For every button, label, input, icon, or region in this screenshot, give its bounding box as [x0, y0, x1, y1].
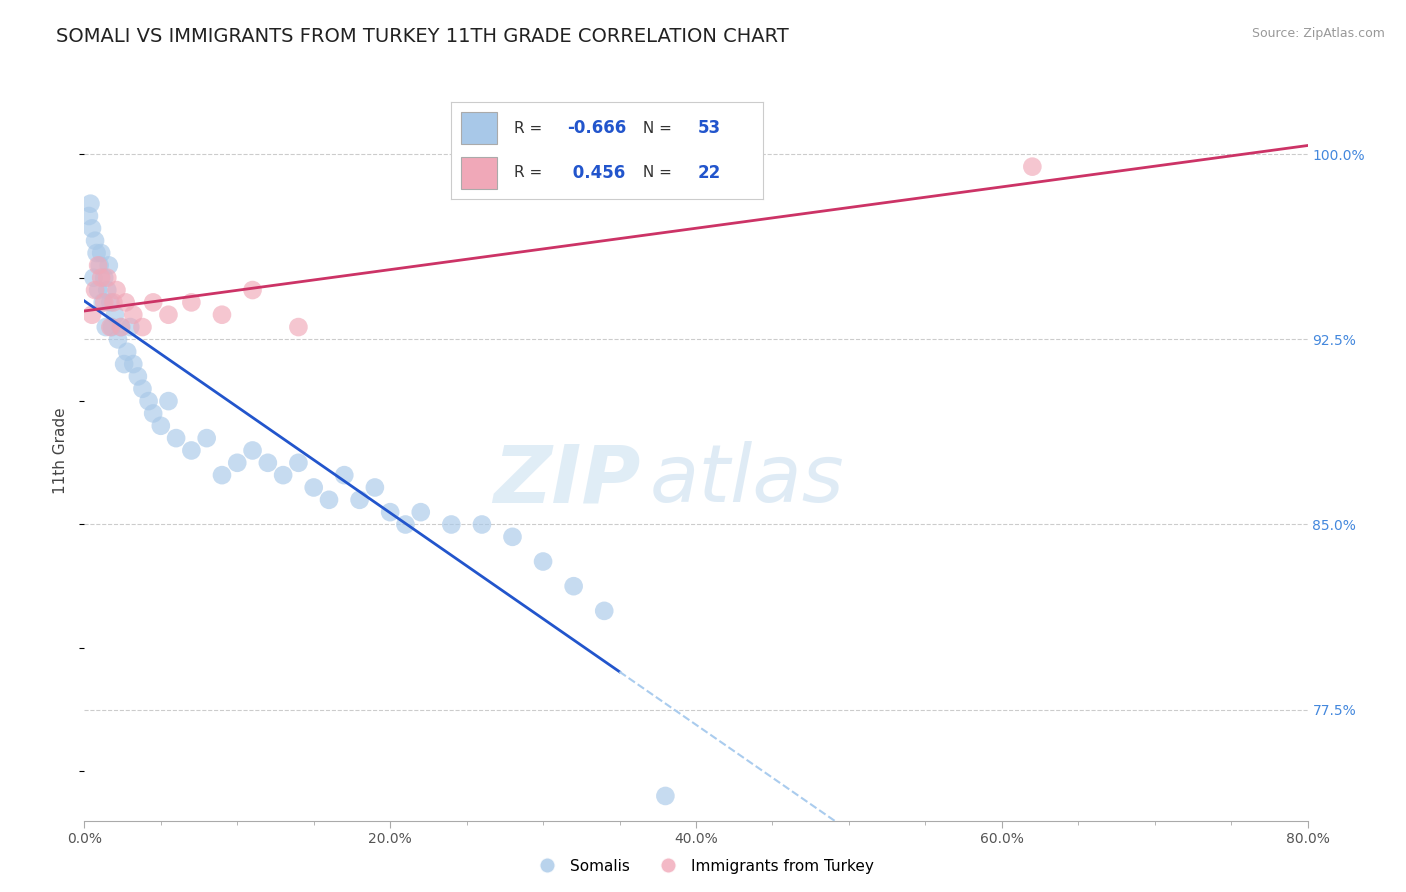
- Point: [157, 308, 180, 322]
- Point: [349, 492, 371, 507]
- Point: [120, 320, 142, 334]
- Point: [409, 505, 432, 519]
- Point: [287, 456, 309, 470]
- Point: [122, 308, 145, 322]
- Point: [94, 320, 117, 334]
- Point: [89, 258, 111, 272]
- Point: [180, 295, 202, 310]
- Point: [364, 480, 387, 494]
- Point: [115, 344, 138, 359]
- Point: [593, 604, 616, 618]
- Point: [97, 258, 120, 272]
- Point: [211, 308, 233, 322]
- Point: [87, 283, 110, 297]
- Point: [149, 418, 172, 433]
- Point: [86, 246, 108, 260]
- Point: [380, 505, 402, 519]
- Point: [84, 283, 107, 297]
- Point: [90, 246, 112, 260]
- Point: [91, 295, 114, 310]
- Point: [110, 320, 132, 334]
- Point: [107, 332, 129, 346]
- Point: [77, 209, 100, 223]
- Text: ZIP: ZIP: [494, 441, 641, 519]
- Point: [562, 579, 585, 593]
- Point: [96, 270, 118, 285]
- Point: [93, 270, 115, 285]
- Point: [318, 492, 340, 507]
- Point: [287, 320, 309, 334]
- Point: [142, 406, 165, 420]
- Point: [242, 443, 264, 458]
- Point: [502, 530, 524, 544]
- Point: [79, 196, 101, 211]
- Point: [127, 369, 149, 384]
- Point: [165, 431, 187, 445]
- Text: Source: ZipAtlas.com: Source: ZipAtlas.com: [1251, 27, 1385, 40]
- Point: [80, 308, 103, 322]
- Point: [195, 431, 218, 445]
- Point: [302, 480, 325, 494]
- Point: [110, 320, 132, 334]
- Point: [131, 320, 153, 334]
- Point: [271, 468, 294, 483]
- Point: [211, 468, 233, 483]
- Point: [84, 234, 107, 248]
- Point: [103, 295, 125, 310]
- Point: [180, 443, 202, 458]
- Text: SOMALI VS IMMIGRANTS FROM TURKEY 11TH GRADE CORRELATION CHART: SOMALI VS IMMIGRANTS FROM TURKEY 11TH GR…: [56, 27, 789, 45]
- Point: [114, 295, 136, 310]
- Point: [104, 308, 127, 322]
- Point: [90, 270, 112, 285]
- Point: [257, 456, 280, 470]
- Point: [93, 295, 115, 310]
- Point: [333, 468, 356, 483]
- Point: [122, 357, 145, 371]
- Point: [157, 394, 180, 409]
- Point: [1021, 160, 1043, 174]
- Point: [98, 320, 121, 334]
- Point: [112, 357, 135, 371]
- Point: [101, 320, 124, 334]
- Point: [440, 517, 463, 532]
- Point: [471, 517, 494, 532]
- Point: [96, 283, 118, 297]
- Point: [80, 221, 103, 235]
- Point: [242, 283, 264, 297]
- Text: atlas: atlas: [650, 441, 844, 519]
- Point: [138, 394, 160, 409]
- Point: [654, 789, 676, 803]
- Point: [131, 382, 153, 396]
- Point: [87, 258, 110, 272]
- Point: [226, 456, 249, 470]
- Point: [83, 270, 105, 285]
- Point: [394, 517, 416, 532]
- Y-axis label: 11th Grade: 11th Grade: [53, 407, 69, 494]
- Legend: Somalis, Immigrants from Turkey: Somalis, Immigrants from Turkey: [526, 853, 880, 880]
- Point: [531, 554, 554, 568]
- Point: [98, 295, 121, 310]
- Point: [142, 295, 165, 310]
- Point: [105, 283, 128, 297]
